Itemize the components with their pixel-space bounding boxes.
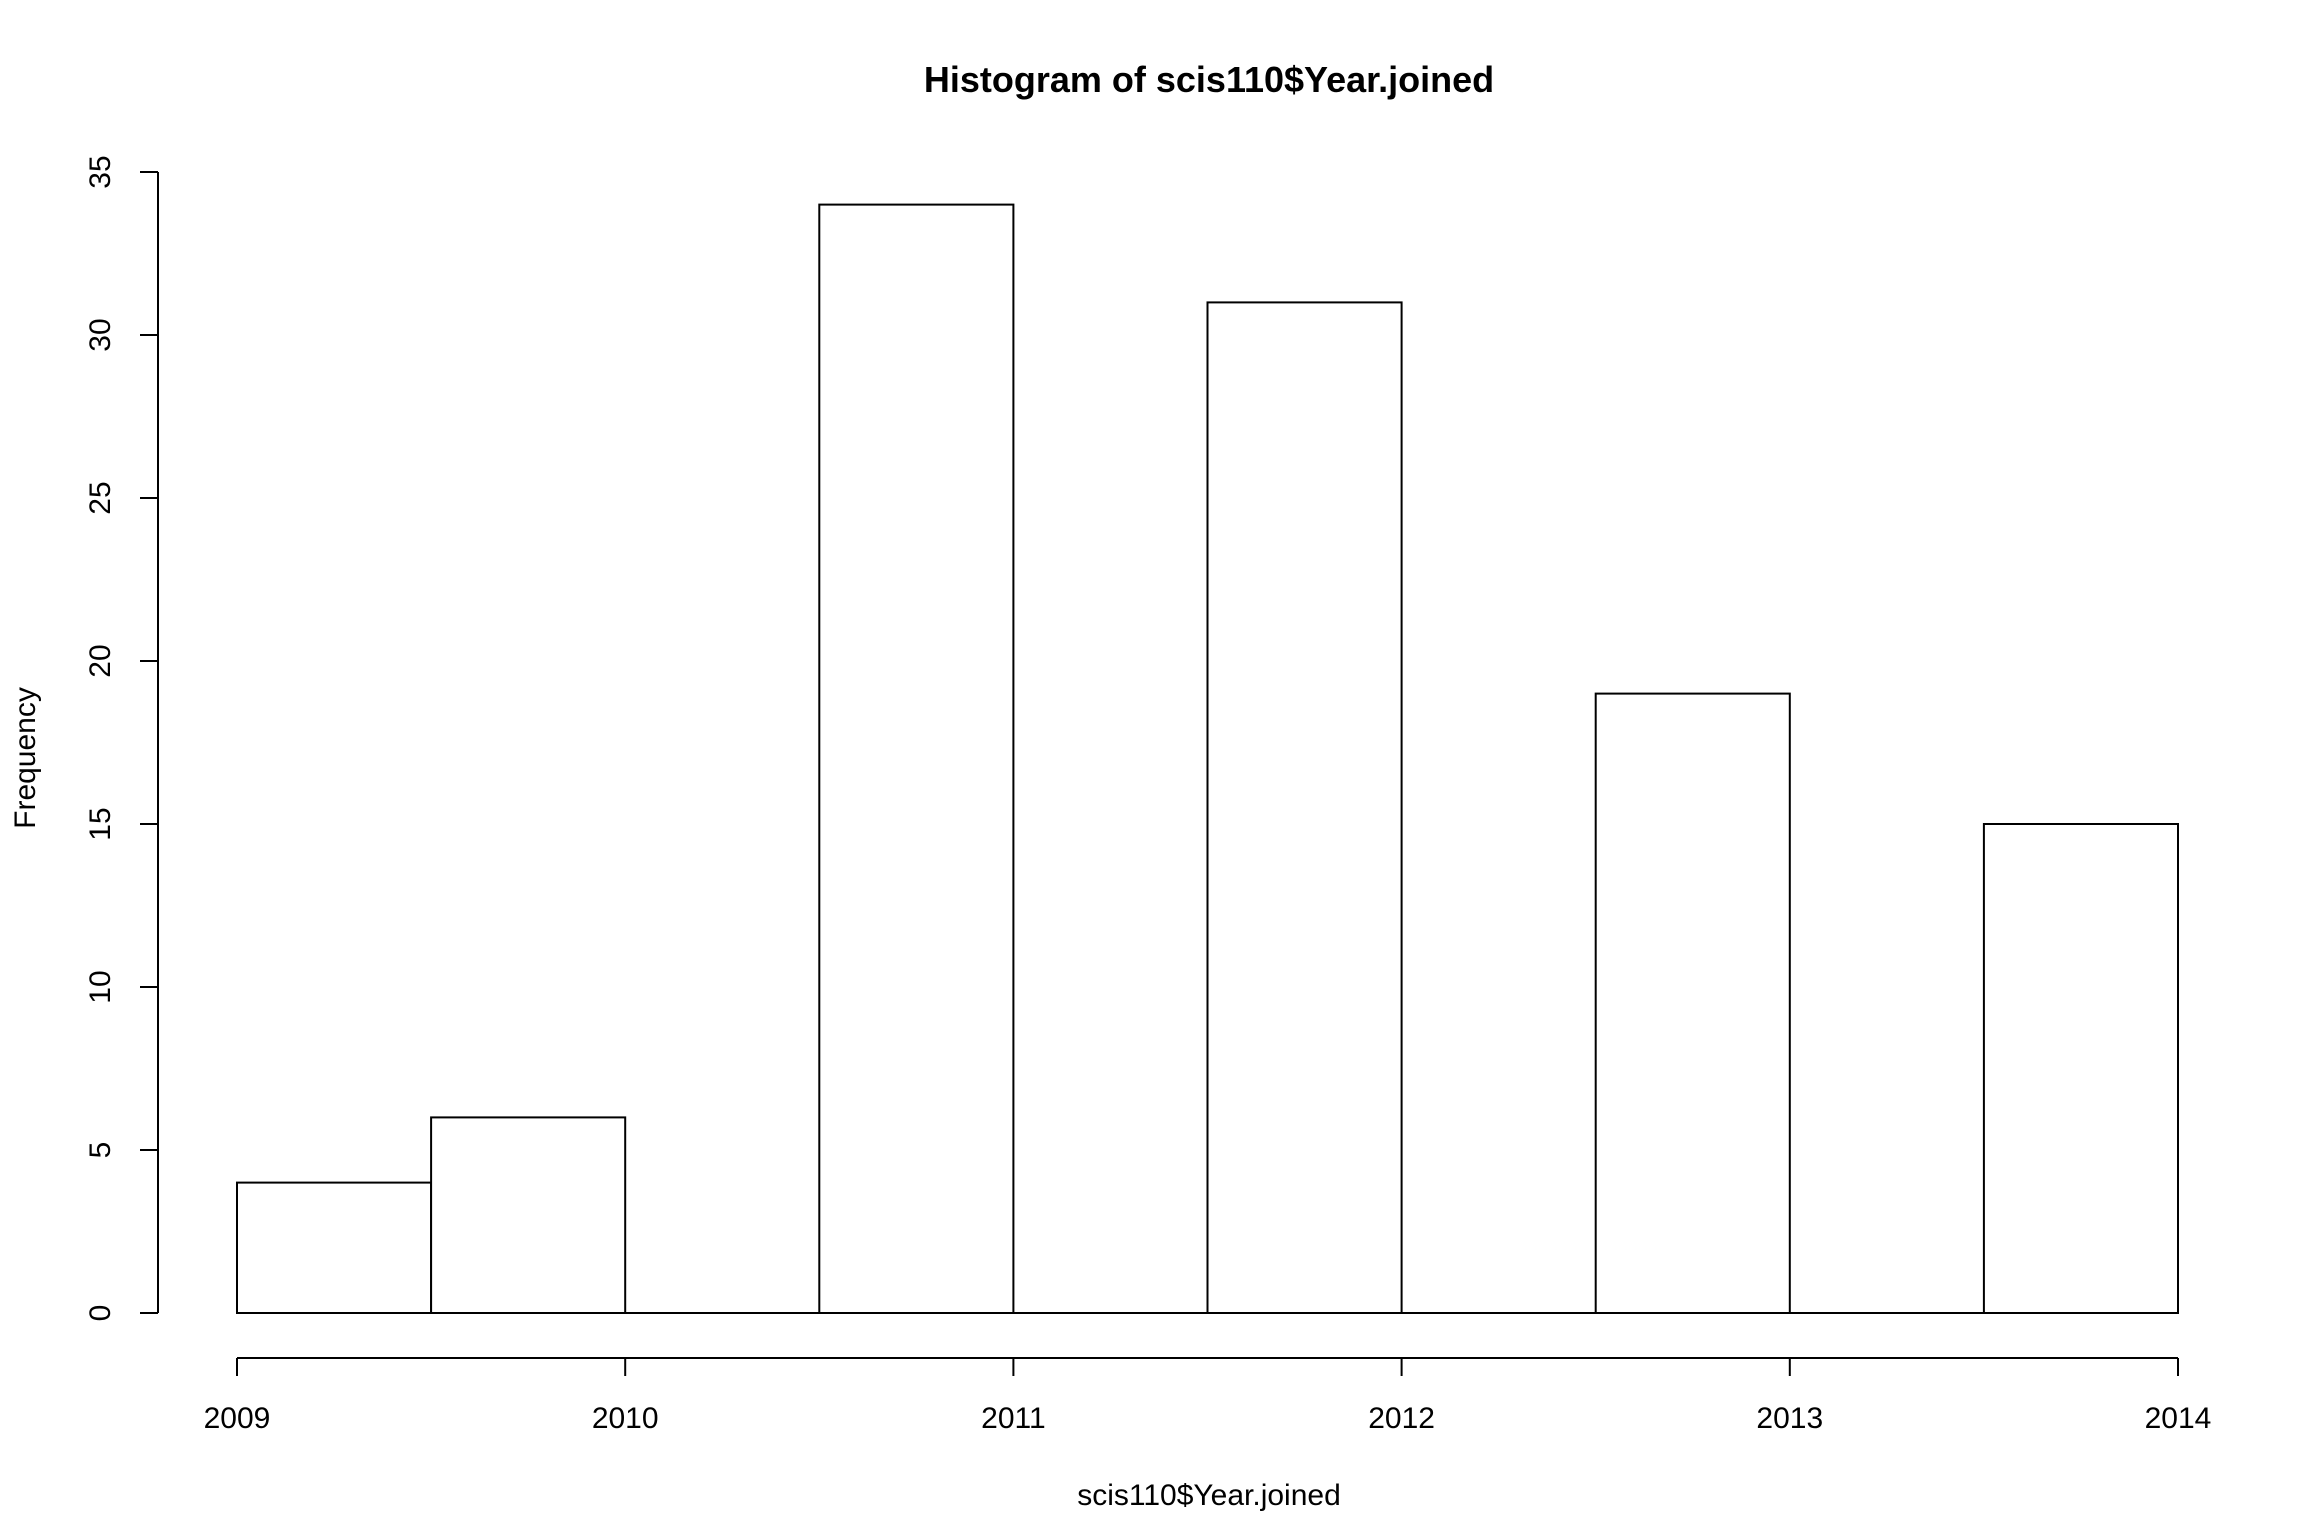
histogram-bar <box>236 1181 433 1314</box>
y-tick-label: 10 <box>84 970 117 1003</box>
bars-group <box>236 203 2180 1315</box>
x-tick-label: 2009 <box>204 1402 271 1435</box>
y-tick-label: 0 <box>84 1305 117 1322</box>
y-tick-label: 20 <box>84 644 117 677</box>
x-tick-label: 2010 <box>592 1402 659 1435</box>
histogram-bar <box>1982 823 2180 1314</box>
x-tick-label: 2013 <box>1756 1402 1823 1435</box>
x-tick-label: 2012 <box>1368 1402 1435 1435</box>
y-tick-label: 35 <box>84 155 117 188</box>
y-axis: 0 5 10 15 20 25 30 35 <box>84 155 159 1322</box>
histogram-bar <box>1594 692 1791 1314</box>
histogram-bar <box>1206 301 1403 1314</box>
x-tick-label: 2011 <box>981 1402 1046 1435</box>
y-tick-label: 25 <box>84 481 117 514</box>
y-axis-title: Frequency <box>9 687 42 829</box>
x-axis-title: scis110$Year.joined <box>1077 1479 1341 1512</box>
y-tick-label: 5 <box>84 1142 117 1159</box>
x-tick-label: 2014 <box>2145 1402 2212 1435</box>
x-axis: 2009 2010 2011 2012 2013 2014 <box>204 1357 2212 1435</box>
chart-title: Histogram of scis110$Year.joined <box>924 59 1494 100</box>
y-tick-label: 30 <box>84 318 117 351</box>
histogram-bar <box>430 1116 627 1315</box>
y-tick-label: 15 <box>84 807 117 840</box>
histogram-bar <box>818 203 1015 1315</box>
